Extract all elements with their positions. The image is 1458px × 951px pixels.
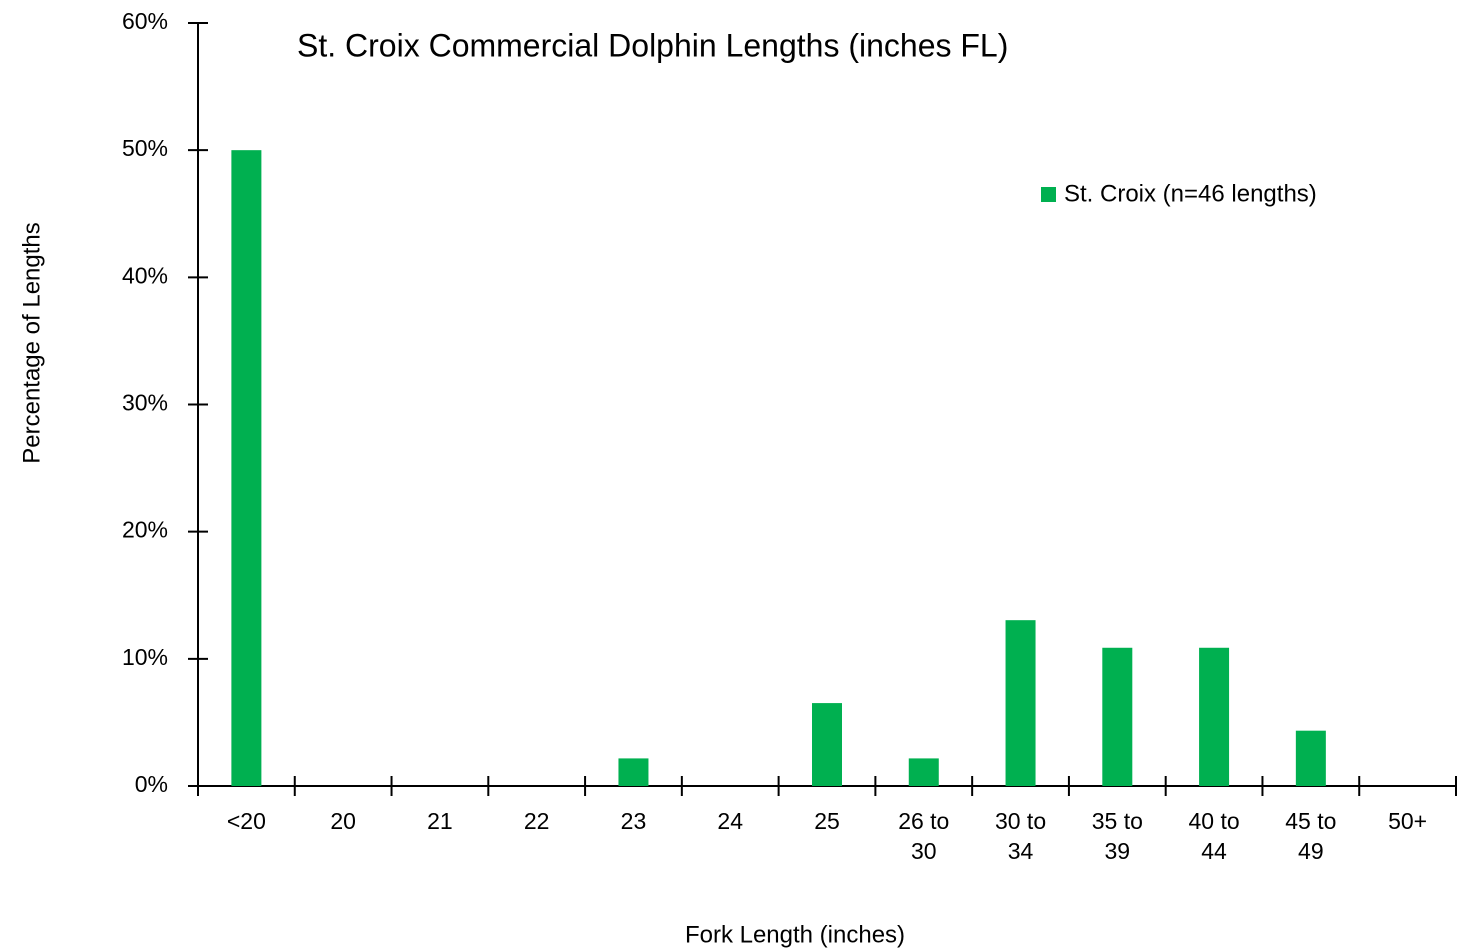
y-tick-label: 10%: [122, 644, 168, 670]
bar: [618, 758, 649, 786]
x-tick-label: 21: [427, 808, 453, 834]
x-tick-label: 22: [523, 808, 550, 834]
y-tick-label: 0%: [135, 771, 168, 797]
bar: [1295, 730, 1326, 786]
bar: [1199, 647, 1230, 786]
x-tick-label: 40 to 44: [1188, 808, 1240, 864]
y-axis-label: Percentage of Lengths: [18, 222, 45, 464]
chart-title: St. Croix Commercial Dolphin Lengths (in…: [297, 27, 1008, 63]
y-tick-label: 30%: [122, 390, 168, 416]
bar: [908, 758, 939, 786]
x-tick-label: 30 to 34: [994, 808, 1047, 864]
x-tick-label: 50+: [1388, 808, 1428, 834]
bar: [1102, 647, 1133, 786]
bar: [1005, 620, 1036, 786]
x-tick-label: <20: [226, 808, 266, 834]
x-tick-label: 45 to 49: [1285, 808, 1337, 864]
bar: [231, 150, 262, 786]
x-tick-label: 20: [330, 808, 356, 834]
x-tick-label: 35 to 39: [1091, 808, 1143, 864]
x-axis-label: Fork Length (inches): [685, 921, 905, 948]
y-tick-label: 20%: [122, 517, 168, 543]
x-tick-label: 24: [717, 808, 744, 834]
legend-label: St. Croix (n=46 lengths): [1064, 180, 1317, 207]
y-tick-label: 50%: [122, 135, 168, 161]
legend-swatch: [1041, 187, 1056, 202]
bar: [812, 703, 842, 786]
x-tick-label: 23: [620, 808, 647, 834]
x-tick-label: 26 to 30: [898, 808, 950, 864]
y-tick-label: 60%: [122, 8, 168, 34]
y-tick-label: 40%: [122, 262, 168, 288]
x-tick-label: 25: [814, 808, 840, 834]
